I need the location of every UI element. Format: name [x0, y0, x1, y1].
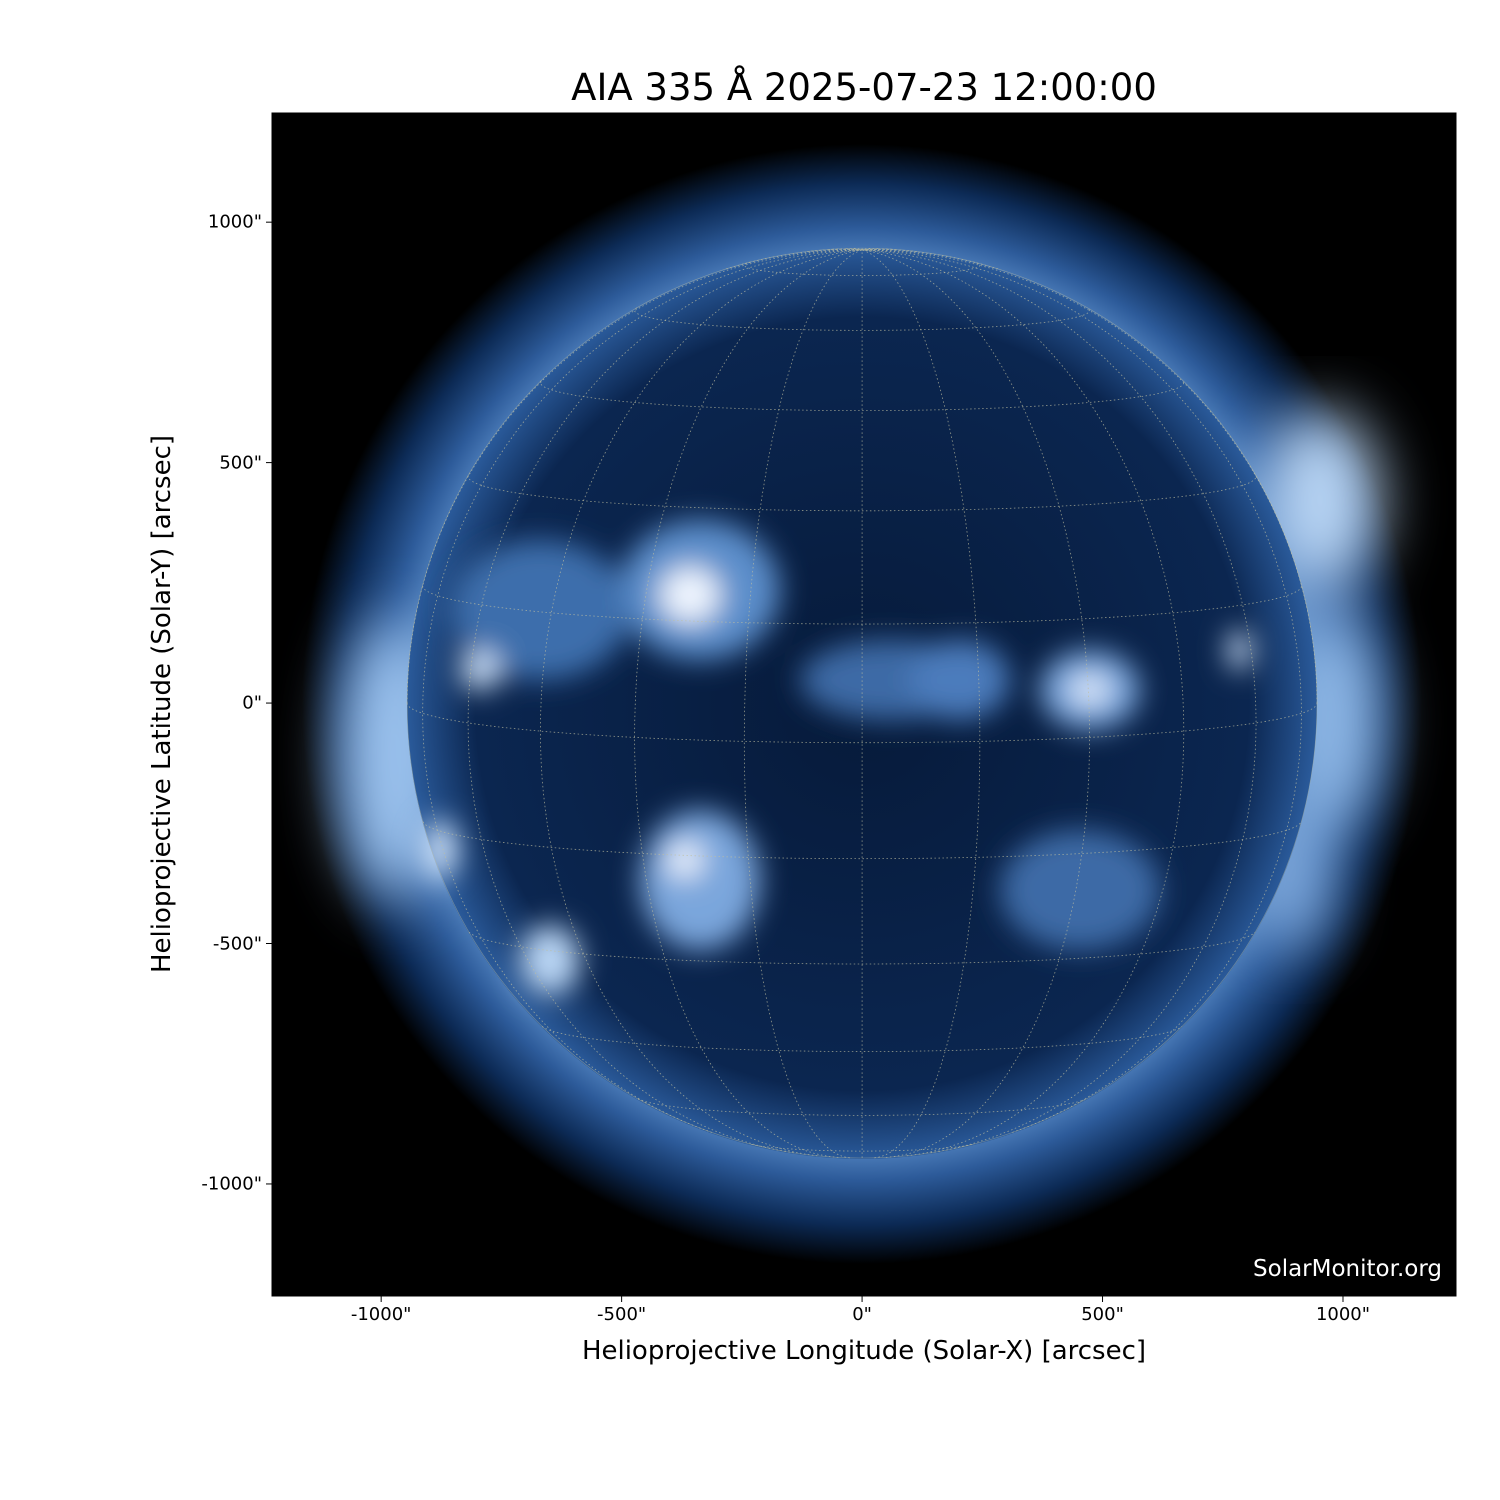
parallel-line — [468, 931, 1256, 965]
parallel-line — [467, 475, 1257, 512]
meridian-line — [862, 249, 1090, 1158]
meridian-line — [862, 249, 1302, 1133]
parallel-line — [422, 585, 1302, 625]
meridian-line — [862, 249, 999, 270]
meridian-line — [862, 249, 1185, 1157]
x-axis-label: Helioprojective Longitude (Solar-X) [arc… — [581, 1336, 1147, 1366]
meridian-line — [828, 248, 863, 251]
heliographic-grid — [406, 247, 1318, 1159]
parallel-line — [751, 1143, 973, 1152]
meridian-line — [862, 248, 878, 251]
y-tick-label: 500" — [219, 452, 262, 474]
chart-title: AIA 335 Å 2025-07-23 12:00:00 — [571, 66, 1157, 109]
parallel-line — [406, 703, 1318, 744]
meridian-line — [539, 249, 863, 1157]
meridian-line — [862, 248, 896, 251]
meridian-line — [467, 249, 863, 1154]
x-tick-label: 500" — [1081, 1304, 1124, 1325]
parallel-line — [634, 307, 1090, 331]
meridian-line — [422, 249, 863, 1133]
y-tick-label: 1000" — [207, 211, 262, 233]
meridian-line — [862, 248, 917, 252]
x-tick-label: 0" — [852, 1304, 872, 1325]
meridian-line — [743, 249, 863, 1159]
meridian-line — [807, 248, 863, 252]
y-tick-label: -500" — [212, 933, 262, 954]
limb-line — [406, 247, 1318, 1159]
parallel-line — [541, 1026, 1183, 1053]
meridian-line — [406, 249, 863, 704]
tick-marks — [266, 221, 1344, 1302]
meridian-line — [853, 247, 863, 251]
y-tick-label: -1000" — [201, 1173, 262, 1195]
axes-frame — [271, 112, 1457, 1297]
watermark: SolarMonitor.org — [1253, 1256, 1442, 1282]
meridian-line — [634, 249, 863, 1158]
meridian-line — [862, 249, 1257, 1154]
y-tick-label: 0" — [242, 692, 262, 714]
meridian-line — [861, 249, 981, 1159]
parallel-line — [637, 1098, 1087, 1116]
x-tick-label: 1000" — [1315, 1304, 1371, 1325]
x-tick-label: -1000" — [350, 1304, 412, 1325]
meridian-line — [726, 249, 863, 270]
y-axis-label: Helioprojective Latitude (Solar-Y) [arcs… — [147, 434, 177, 974]
meridian-line — [862, 249, 1318, 704]
x-tick-label: -500" — [597, 1304, 647, 1325]
active-regions — [422, 520, 1252, 995]
